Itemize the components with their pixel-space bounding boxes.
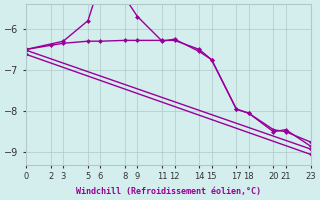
X-axis label: Windchill (Refroidissement éolien,°C): Windchill (Refroidissement éolien,°C) [76,187,261,196]
